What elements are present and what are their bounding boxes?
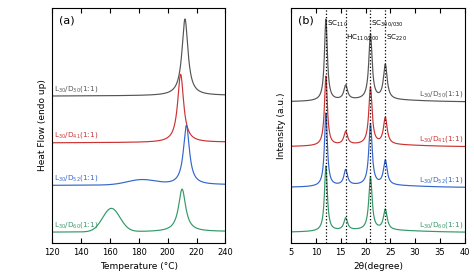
Text: SC$_{220}$: SC$_{220}$: [386, 33, 407, 43]
Text: (a): (a): [59, 15, 75, 25]
Text: L$_{30}$/D$_{60}$(1:1): L$_{30}$/D$_{60}$(1:1): [55, 220, 99, 230]
X-axis label: Temperature (°C): Temperature (°C): [100, 262, 178, 271]
Text: L$_{30}$/D$_{52}$(1:1): L$_{30}$/D$_{52}$(1:1): [419, 175, 463, 185]
Text: L$_{30}$/D$_{41}$(1:1): L$_{30}$/D$_{41}$(1:1): [55, 130, 99, 140]
Text: HC$_{110/200}$: HC$_{110/200}$: [346, 33, 380, 44]
Text: SC$_{300/030}$: SC$_{300/030}$: [371, 19, 404, 29]
Text: (b): (b): [298, 15, 314, 25]
Text: L$_{30}$/D$_{30}$(1:1): L$_{30}$/D$_{30}$(1:1): [419, 89, 463, 99]
X-axis label: 2θ(degree): 2θ(degree): [353, 262, 403, 271]
Text: L$_{30}$/D$_{30}$(1:1): L$_{30}$/D$_{30}$(1:1): [55, 83, 99, 93]
Y-axis label: Heat Flow (endo up): Heat Flow (endo up): [37, 80, 46, 172]
Text: L$_{30}$/D$_{60}$(1:1): L$_{30}$/D$_{60}$(1:1): [419, 220, 463, 230]
Text: L$_{30}$/D$_{41}$(1:1): L$_{30}$/D$_{41}$(1:1): [419, 134, 463, 144]
Y-axis label: Intensity (a.u.): Intensity (a.u.): [277, 92, 286, 159]
Text: SC$_{110}$: SC$_{110}$: [327, 19, 348, 29]
Text: L$_{30}$/D$_{52}$(1:1): L$_{30}$/D$_{52}$(1:1): [55, 173, 99, 183]
